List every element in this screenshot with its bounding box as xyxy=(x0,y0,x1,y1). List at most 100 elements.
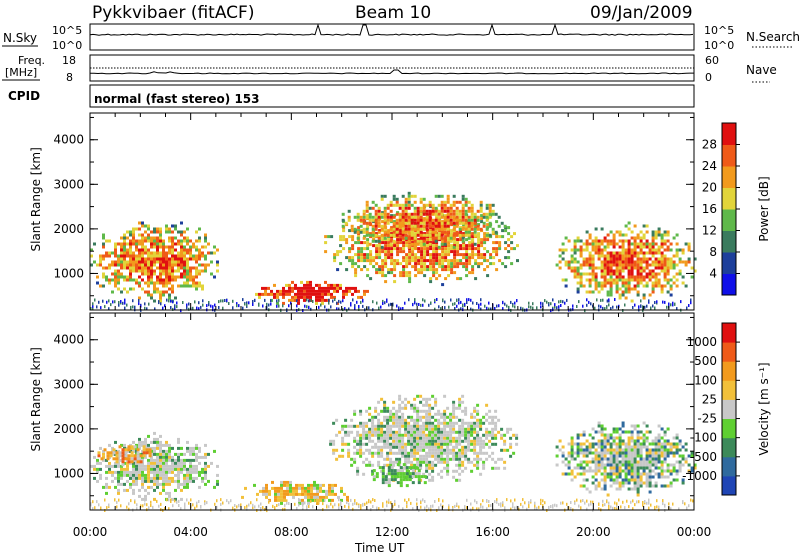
echo-cell xyxy=(147,234,150,237)
echo-cell xyxy=(646,431,649,434)
echo-cell xyxy=(604,279,607,282)
echo-cell xyxy=(156,291,159,294)
echo-cell xyxy=(411,243,414,246)
echo-cell xyxy=(372,234,375,237)
echo-cell xyxy=(467,422,470,425)
echo-cell xyxy=(580,279,583,282)
echo-cell xyxy=(489,213,492,216)
echo-cell xyxy=(652,249,655,252)
echo-cell xyxy=(649,455,652,458)
noise-cell xyxy=(362,305,364,308)
echo-cell xyxy=(399,232,402,235)
echo-cell xyxy=(375,256,378,259)
echo-cell xyxy=(464,431,467,434)
echo-cell xyxy=(168,456,171,459)
echo-cell xyxy=(652,255,655,258)
echo-cell xyxy=(616,446,619,449)
echo-cell xyxy=(318,293,321,296)
echo-cell xyxy=(461,446,464,449)
echo-cell xyxy=(156,441,159,444)
echo-cell xyxy=(107,454,110,457)
echo-cell xyxy=(461,452,464,455)
echo-cell xyxy=(396,225,399,228)
echo-cell xyxy=(354,290,357,293)
echo-cell xyxy=(331,493,334,496)
echo-cell xyxy=(440,437,443,440)
echo-cell xyxy=(165,492,168,495)
echo-cell xyxy=(468,210,471,213)
echo-cell xyxy=(592,240,595,243)
echo-cell xyxy=(419,431,422,434)
echo-cell xyxy=(480,256,483,259)
echo-cell xyxy=(159,456,162,459)
echo-cell xyxy=(443,419,446,422)
echo-cell xyxy=(389,413,392,416)
echo-cell xyxy=(649,431,652,434)
echo-cell xyxy=(510,247,513,250)
echo-cell xyxy=(631,452,634,455)
echo-cell xyxy=(171,468,174,471)
echo-cell xyxy=(386,407,389,410)
echo-cell xyxy=(456,219,459,222)
echo-cell xyxy=(168,483,171,486)
echo-cell xyxy=(369,256,372,259)
echo-cell xyxy=(670,449,673,452)
echo-cell xyxy=(117,465,120,468)
noise-cell xyxy=(148,303,150,306)
echo-cell xyxy=(301,493,304,496)
echo-cell xyxy=(331,487,334,490)
echo-cell xyxy=(168,231,171,234)
echo-cell xyxy=(372,231,375,234)
echo-cell xyxy=(111,264,114,267)
echo-cell xyxy=(303,293,306,296)
echo-cell xyxy=(414,216,417,219)
echo-cell xyxy=(667,467,670,470)
echo-cell xyxy=(321,296,324,299)
echo-cell xyxy=(431,461,434,464)
echo-cell xyxy=(646,482,649,485)
echo-cell xyxy=(431,452,434,455)
echo-cell xyxy=(589,461,592,464)
echo-cell xyxy=(318,296,321,299)
echo-cell xyxy=(604,282,607,285)
echo-cell xyxy=(610,458,613,461)
echo-cell xyxy=(440,449,443,452)
echo-cell xyxy=(153,264,156,267)
echo-cell xyxy=(384,280,387,283)
echo-cell xyxy=(414,243,417,246)
echo-cell xyxy=(462,234,465,237)
echo-cell xyxy=(398,395,401,398)
echo-cell xyxy=(444,207,447,210)
echo-cell xyxy=(423,204,426,207)
echo-cell xyxy=(368,437,371,440)
echo-cell xyxy=(649,479,652,482)
echo-cell xyxy=(568,464,571,467)
echo-cell xyxy=(440,452,443,455)
echo-cell xyxy=(126,468,129,471)
echo-cell xyxy=(577,452,580,455)
echo-cell xyxy=(375,262,378,265)
noise-cell xyxy=(92,302,94,305)
echo-cell xyxy=(174,228,177,231)
echo-cell xyxy=(643,225,646,228)
echo-cell xyxy=(506,449,509,452)
echo-cell xyxy=(483,232,486,235)
echo-cell xyxy=(416,395,419,398)
echo-cell xyxy=(120,261,123,264)
noise-cell xyxy=(600,305,602,308)
echo-cell xyxy=(342,219,345,222)
echo-cell xyxy=(664,440,667,443)
echo-cell xyxy=(462,204,465,207)
echo-cell xyxy=(507,250,510,253)
echo-cell xyxy=(378,231,381,234)
echo-cell xyxy=(153,462,156,465)
echo-cell xyxy=(393,228,396,231)
echo-cell xyxy=(375,216,378,219)
echo-cell xyxy=(649,270,652,273)
echo-cell xyxy=(679,270,682,273)
echo-cell xyxy=(664,276,667,279)
echo-cell xyxy=(649,258,652,261)
echo-cell xyxy=(395,425,398,428)
echo-cell xyxy=(643,297,646,300)
echo-cell xyxy=(425,434,428,437)
